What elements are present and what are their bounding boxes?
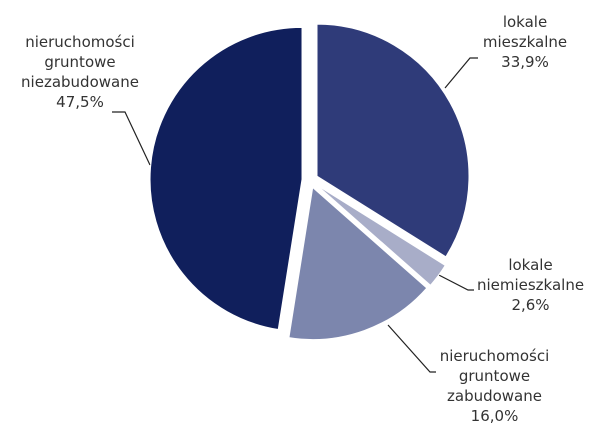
value-label: 33,9% bbox=[501, 53, 549, 71]
pie-slice bbox=[316, 23, 470, 258]
value-label: 2,6% bbox=[511, 296, 550, 314]
label: lokale mieszkalne 33,9% bbox=[470, 12, 580, 72]
category-label: nieruchomości gruntowe niezabudowane bbox=[21, 33, 139, 91]
pie-slice bbox=[316, 184, 446, 287]
category-label: lokale niemieszkalne bbox=[476, 256, 585, 294]
label: nieruchomości gruntowe niezabudowane 47,… bbox=[5, 32, 155, 112]
value-label: 16,0% bbox=[470, 407, 519, 425]
pie-slice bbox=[288, 186, 428, 340]
category-label: lokale mieszkalne bbox=[482, 13, 568, 51]
label: nieruchomości gruntowe zabudowane 16,0% bbox=[432, 346, 557, 426]
category-label: nieruchomości gruntowe zabudowane bbox=[439, 347, 550, 405]
value-label: 47,5% bbox=[56, 93, 104, 111]
leader-line bbox=[387, 324, 436, 373]
leader-line bbox=[444, 57, 478, 89]
leader-line bbox=[432, 271, 474, 291]
label: lokale niemieszkalne 2,6% bbox=[468, 255, 593, 315]
pie-slice bbox=[149, 26, 303, 331]
leader-line bbox=[112, 111, 151, 166]
